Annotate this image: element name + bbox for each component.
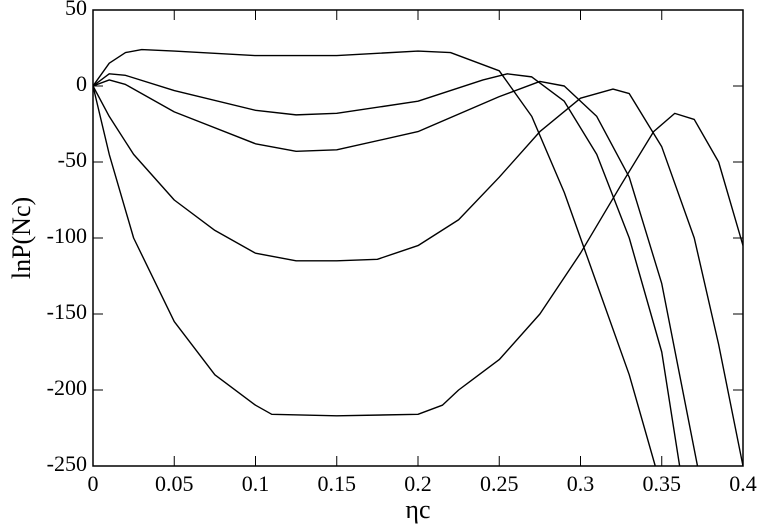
x-tick-label: 0.3 — [567, 471, 595, 496]
line-series — [93, 79, 699, 466]
y-axis-label: lnP(Nc) — [7, 197, 36, 279]
x-axis-label: ηc — [405, 495, 430, 524]
y-tick-label: -150 — [47, 299, 87, 324]
x-tick-label: 0.05 — [155, 471, 194, 496]
line-series — [93, 73, 681, 466]
x-tick-label: 0.4 — [729, 471, 757, 496]
x-tick-label: 0.15 — [318, 471, 357, 496]
plot-frame — [92, 9, 744, 467]
x-tick-label: 0.1 — [242, 471, 270, 496]
y-tick-label: 0 — [76, 71, 87, 96]
y-tick-label: 50 — [65, 0, 87, 20]
line-series — [93, 85, 743, 466]
y-tick-label: -50 — [58, 147, 87, 172]
line-series — [93, 85, 743, 417]
x-tick-label: 0.25 — [480, 471, 519, 496]
line-series — [93, 48, 656, 466]
x-tick-label: 0.2 — [404, 471, 432, 496]
x-tick-label: 0 — [88, 471, 99, 496]
x-tick-label: 0.35 — [643, 471, 682, 496]
y-tick-label: -200 — [47, 375, 87, 400]
y-tick-label: -250 — [47, 451, 87, 476]
y-tick-label: -100 — [47, 223, 87, 248]
